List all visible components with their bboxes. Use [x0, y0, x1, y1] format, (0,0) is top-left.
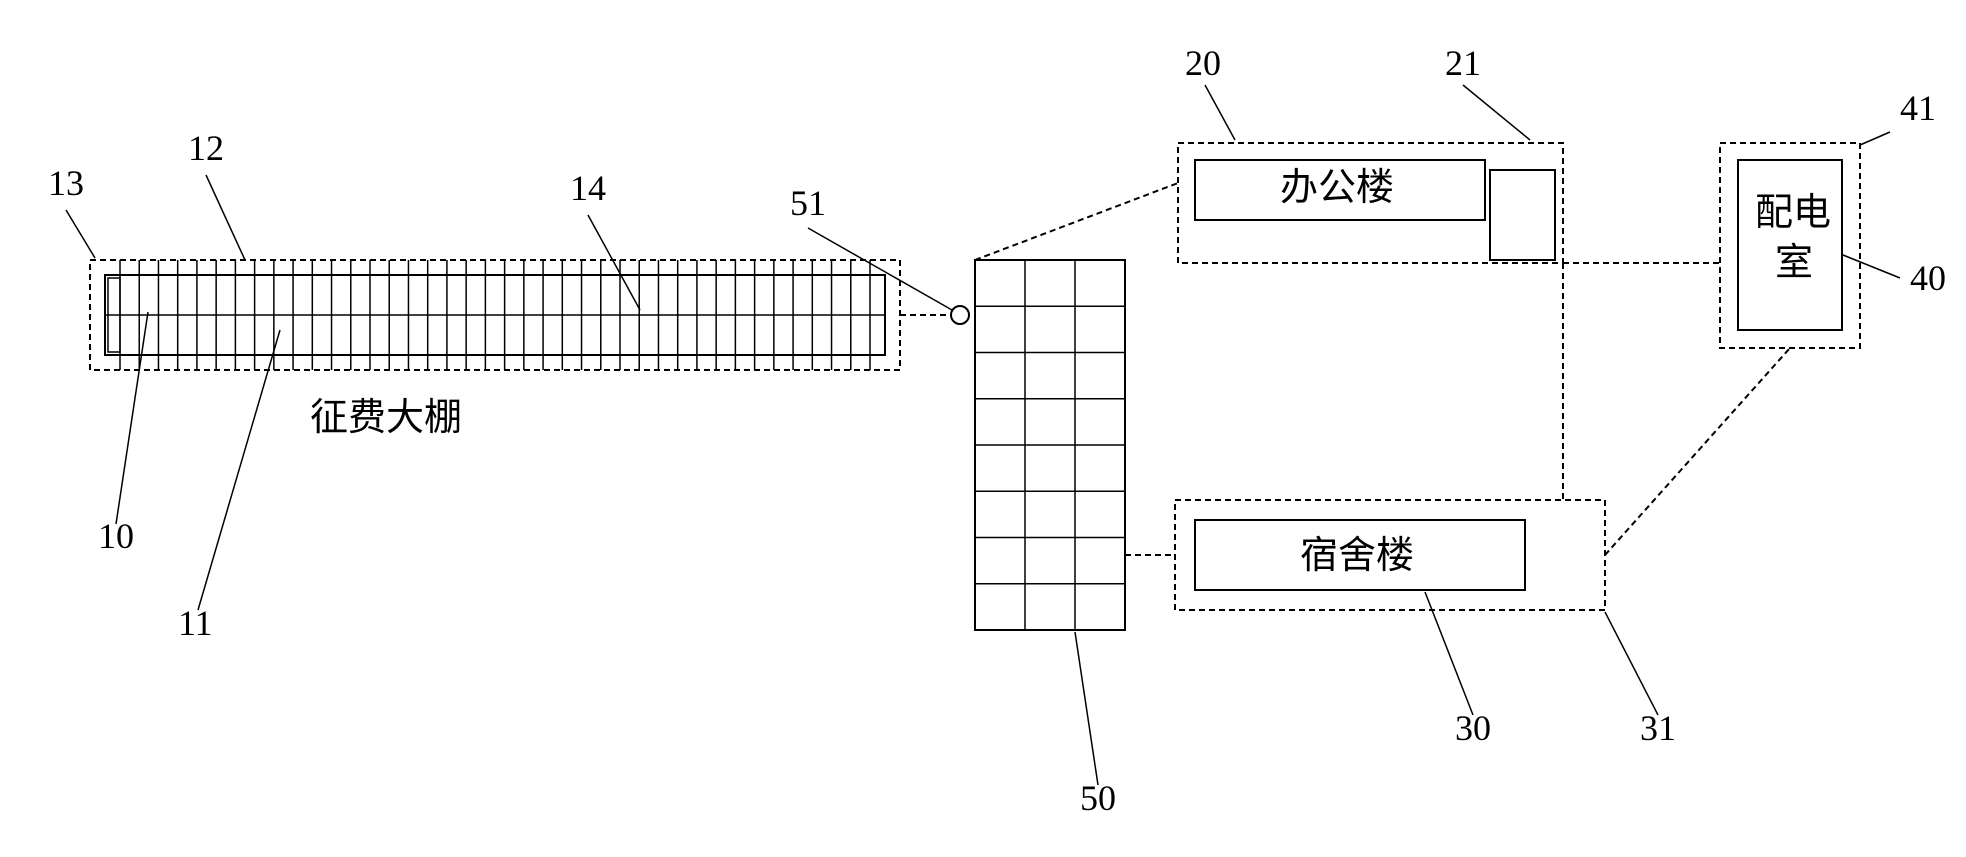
callout-number-11: 11: [178, 603, 213, 643]
power-room-label-2: 室: [1775, 242, 1813, 284]
office-side-rect: [1490, 170, 1555, 260]
callout-number-14: 14: [570, 168, 606, 208]
callout-leader-12: [206, 175, 245, 260]
callout-number-51: 51: [790, 183, 826, 223]
toll-canopy-title: 征费大棚: [310, 397, 462, 439]
connector-line: [975, 183, 1178, 260]
callout-number-31: 31: [1640, 708, 1676, 748]
callout-leader-13: [66, 210, 95, 258]
callout-number-12: 12: [188, 128, 224, 168]
callout-leader-50: [1075, 632, 1098, 785]
callout-number-20: 20: [1185, 43, 1221, 83]
callout-leader-21: [1463, 85, 1530, 140]
callout-number-10: 10: [98, 516, 134, 556]
callout-leader-51: [808, 228, 952, 310]
power-room-label-1: 配电: [1755, 192, 1831, 234]
callout-leader-14: [588, 215, 640, 310]
callout-leader-10: [116, 312, 148, 524]
callout-leader-20: [1205, 85, 1235, 140]
callout-number-40: 40: [1910, 258, 1946, 298]
callout-leader-41: [1860, 132, 1890, 145]
callout-number-50: 50: [1080, 778, 1116, 818]
dorm-label: 宿舍楼: [1300, 535, 1414, 577]
callout-leader-11: [198, 330, 280, 610]
callout-number-30: 30: [1455, 708, 1491, 748]
connector-line: [1605, 348, 1790, 555]
hub-circle: [951, 306, 969, 324]
callout-number-13: 13: [48, 163, 84, 203]
callout-number-21: 21: [1445, 43, 1481, 83]
callout-leader-31: [1605, 612, 1658, 715]
callout-number-41: 41: [1900, 88, 1936, 128]
office-label: 办公楼: [1280, 167, 1394, 209]
callout-leader-40: [1843, 255, 1900, 278]
